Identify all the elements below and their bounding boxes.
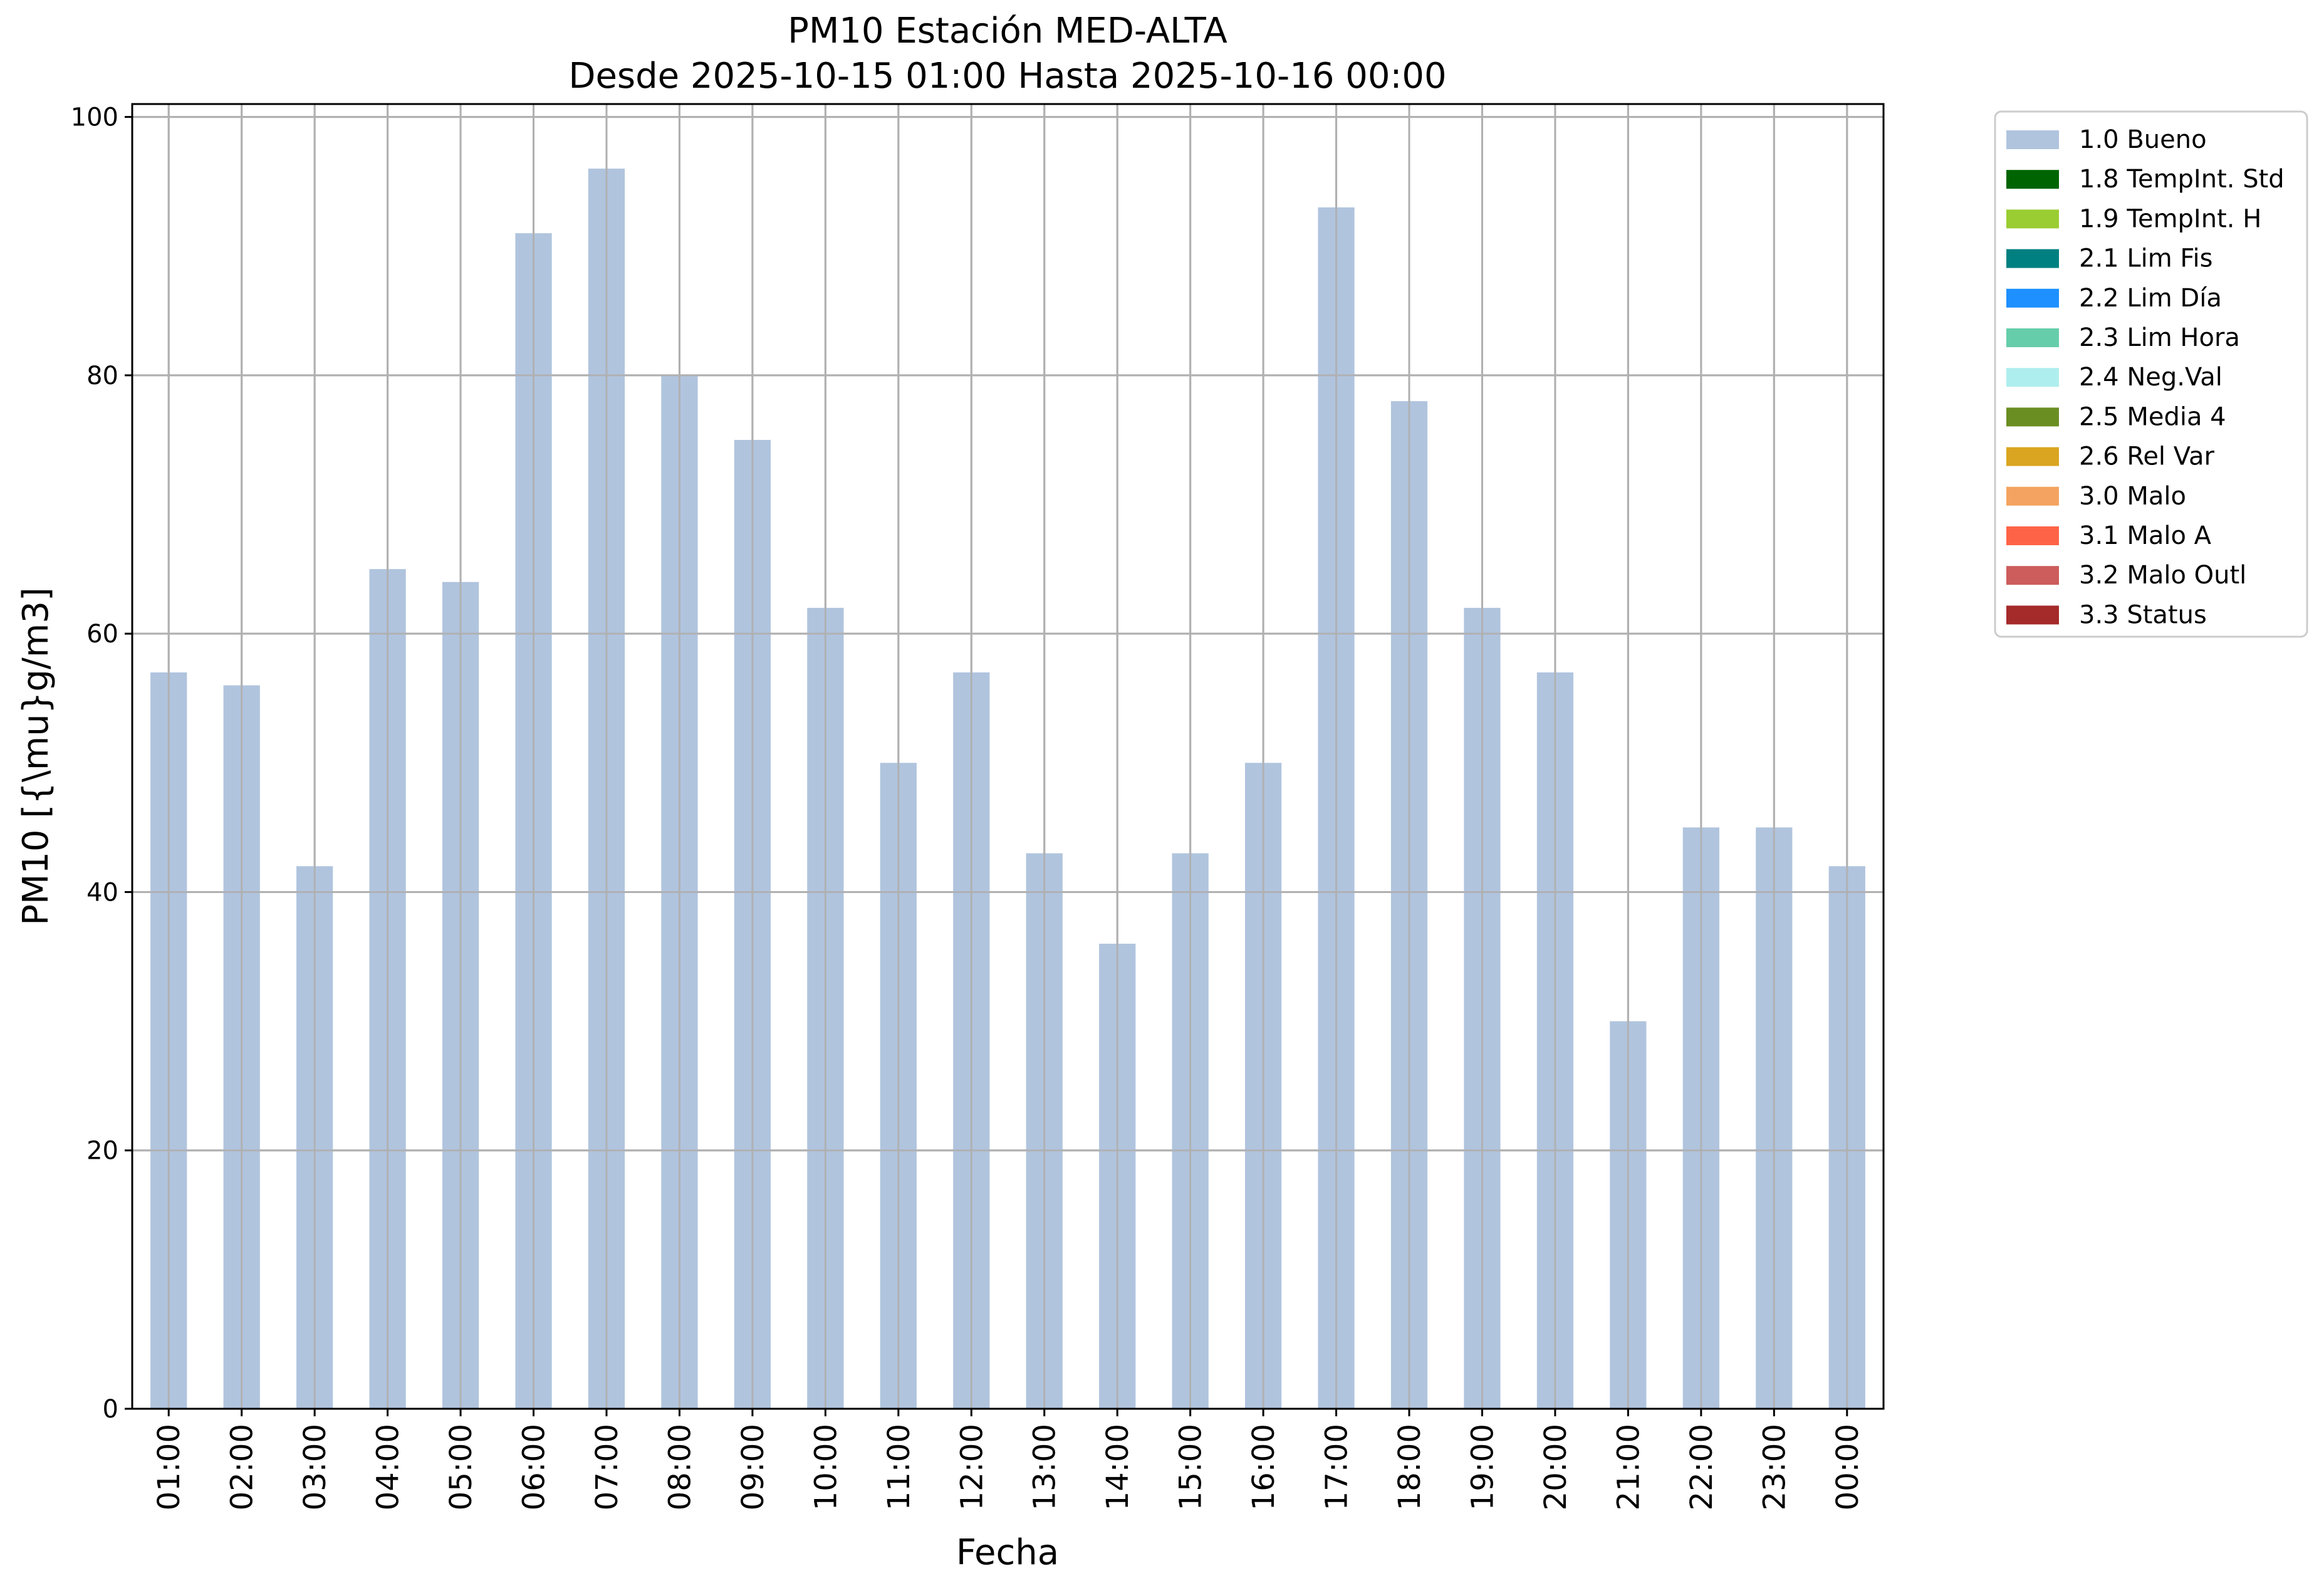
legend-swatch (2006, 605, 2059, 625)
legend-label: 2.6 Rel Var (2079, 442, 2215, 471)
x-tick-label: 03:00 (298, 1424, 333, 1510)
x-tick-label: 05:00 (444, 1424, 479, 1510)
legend-label: 2.4 Neg.Val (2079, 363, 2222, 392)
axes: 0 20 40 60 80 100 01:00 02:00 03:00 04:00 05:00 06:… (71, 103, 1865, 1511)
y-tick-label: 0 (103, 1395, 118, 1424)
x-tick-label: 20:00 (1538, 1424, 1573, 1510)
plot-frame (131, 103, 1885, 1410)
legend: 1.0 Bueno 1.8 TempInt. Std 1.9 TempInt. H 2… (1994, 110, 2308, 638)
x-tick-label: 13:00 (1028, 1424, 1063, 1510)
legend-swatch (2006, 130, 2059, 149)
legend-label: 3.3 Status (2079, 600, 2207, 629)
y-tick-label: 100 (71, 103, 118, 132)
y-tick-label: 40 (86, 878, 118, 907)
x-tick-label: 01:00 (152, 1424, 187, 1510)
x-tick-label: 12:00 (954, 1424, 989, 1510)
chart-subtitle: Desde 2025-10-15 01:00 Hasta 2025-10-16 … (568, 56, 1446, 97)
x-tick-label: 18:00 (1392, 1424, 1427, 1510)
legend-swatch (2006, 249, 2059, 268)
legend-label: 1.0 Bueno (2079, 125, 2207, 154)
legend-label: 2.1 Lim Fis (2079, 244, 2212, 273)
legend-label: 1.8 TempInt. Std (2079, 165, 2285, 194)
x-axis-label: Fecha (956, 1532, 1059, 1573)
legend-swatch (2006, 288, 2059, 308)
x-tick-label: 19:00 (1465, 1424, 1500, 1510)
chart-title: PM10 Estación MED-ALTA (788, 11, 1227, 51)
legend-swatch (2006, 328, 2059, 347)
x-tick-label: 10:00 (808, 1424, 843, 1510)
x-tick-label: 04:00 (371, 1424, 406, 1510)
y-axis-label: PM10 [{\mu}g/m3] (16, 587, 56, 926)
x-tick-label: 00:00 (1830, 1424, 1865, 1510)
x-tick-label: 09:00 (736, 1424, 771, 1510)
x-tick-label: 21:00 (1611, 1424, 1646, 1510)
legend-swatch (2006, 407, 2059, 427)
x-tick-label: 07:00 (590, 1424, 625, 1510)
legend-swatch (2006, 368, 2059, 387)
legend-frame (1994, 110, 2308, 638)
legend-swatch (2006, 566, 2059, 585)
x-tick-label: 14:00 (1100, 1424, 1135, 1510)
y-tick-label: 80 (86, 362, 118, 390)
legend-label: 1.9 TempInt. H (2079, 204, 2261, 233)
legend-swatch (2006, 209, 2059, 229)
bars (132, 104, 1884, 1410)
legend-label: 2.2 Lim Día (2079, 284, 2222, 313)
legend-label: 3.2 Malo Outl (2079, 561, 2246, 590)
legend-swatch (2006, 170, 2059, 189)
y-tick-label: 60 (86, 620, 118, 649)
legend-label: 2.3 Lim Hora (2079, 323, 2240, 352)
x-tick-label: 08:00 (662, 1424, 697, 1510)
legend-label: 3.0 Malo (2079, 482, 2186, 511)
legend-label: 3.1 Malo A (2079, 521, 2212, 550)
x-tick-label: 06:00 (517, 1424, 552, 1510)
legend-label: 2.5 Media 4 (2079, 402, 2226, 431)
x-tick-label: 11:00 (882, 1424, 917, 1510)
x-tick-label: 16:00 (1246, 1424, 1281, 1510)
x-tick-label: 02:00 (225, 1424, 260, 1510)
legend-swatch (2006, 526, 2059, 545)
x-tick-label: 15:00 (1174, 1424, 1209, 1510)
x-tick-label: 17:00 (1320, 1424, 1355, 1510)
legend-swatch (2006, 447, 2059, 466)
x-tick-label: 23:00 (1757, 1424, 1792, 1510)
x-tick-label: 22:00 (1684, 1424, 1719, 1510)
legend-swatch (2006, 486, 2059, 506)
y-tick-label: 20 (86, 1137, 118, 1166)
